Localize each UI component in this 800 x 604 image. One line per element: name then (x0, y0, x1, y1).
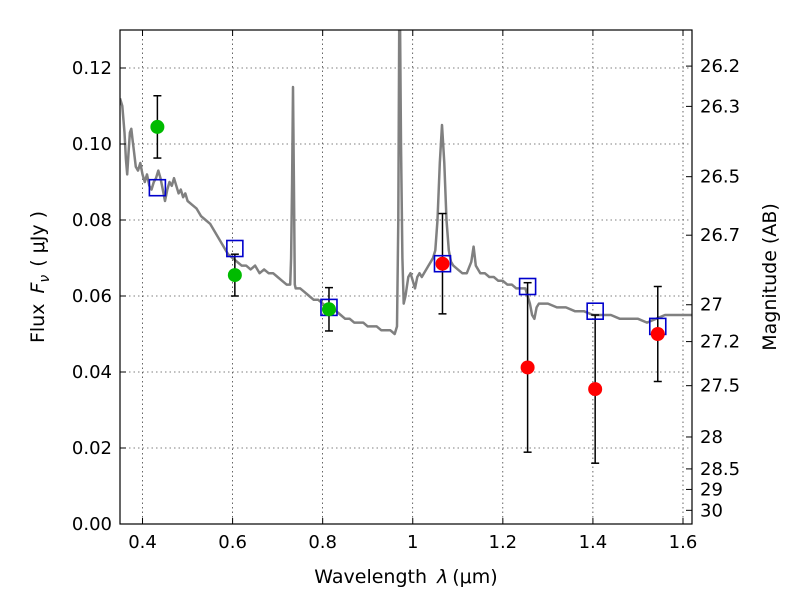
y-axis-label: FluxFν( μJy ) (27, 211, 53, 343)
model-square (226, 239, 244, 258)
green-data-point (150, 119, 165, 134)
y-tick-label: 0.08 (72, 210, 112, 231)
red-data-point (588, 382, 603, 397)
grid (120, 30, 692, 525)
y-tick-label: 0.02 (72, 438, 112, 459)
red-data-point (435, 256, 450, 271)
y2-tick-label: 29 (700, 479, 723, 500)
y2-tick-label: 30 (700, 500, 723, 521)
x-tick-label: 0.8 (308, 532, 337, 553)
green-data-point (321, 302, 336, 317)
y2-tick-label: 26.3 (700, 96, 740, 117)
y2-tick-label: 26.5 (700, 167, 740, 188)
axis-ticks: 0.4 0.6 0.8 1 1.2 1.4 1.6 0.00 0.02 0.04 0.06 0.08 0… (72, 30, 740, 553)
x-axis-label: Wavelength λ (μm) (314, 566, 497, 588)
model-square (433, 254, 452, 273)
x-tick-label: 1.6 (669, 532, 698, 553)
red-data-point (650, 327, 665, 341)
green-data-point (227, 268, 242, 283)
model-square (586, 302, 604, 321)
y2-tick-label: 27.2 (700, 332, 740, 353)
x-tick-label: 1.4 (579, 532, 608, 553)
x-tick-label: 1.2 (489, 532, 518, 553)
y2-tick-label: 27.5 (700, 376, 740, 397)
y-tick-label: 0.10 (72, 134, 112, 155)
plot-frame (119, 29, 693, 525)
x-tick-label: 1 (407, 532, 418, 553)
model-square (148, 178, 167, 197)
y-tick-label: 0.12 (72, 58, 112, 79)
y-tick-label: 0.06 (72, 286, 112, 307)
y2-tick-label: 27 (700, 295, 723, 316)
plot-area (120, 30, 692, 464)
y2-tick-label: 28 (700, 427, 723, 448)
y2-tick-label: 28.5 (700, 459, 740, 480)
y-tick-label: 0.00 (72, 514, 112, 535)
y-tick-label: 0.04 (72, 362, 112, 383)
y2-axis-label: Magnitude (AB) (759, 203, 781, 351)
spectrum-line (120, 30, 692, 336)
model-square (518, 277, 537, 296)
x-tick-label: 0.4 (128, 532, 157, 553)
y2-tick-label: 26.2 (700, 56, 740, 77)
x-tick-label: 0.6 (218, 532, 247, 553)
y2-tick-label: 26.7 (700, 225, 740, 246)
red-data-point (520, 360, 535, 375)
